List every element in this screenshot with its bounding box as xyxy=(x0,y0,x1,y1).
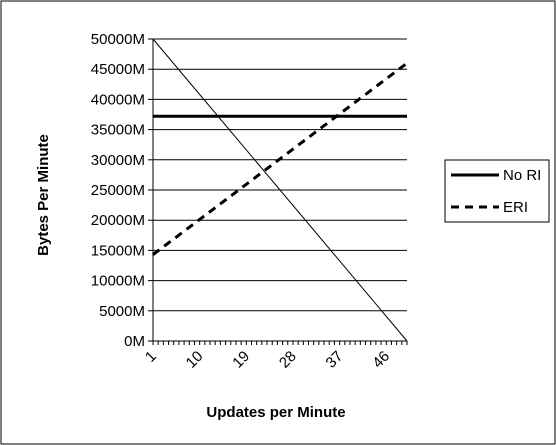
series-line-unlabeled-2 xyxy=(152,38,408,342)
legend: No RI ERI xyxy=(444,159,550,223)
y-tick-labels: 0M 5000M 10000M 15000M 20000M 25000M 30000M 350… xyxy=(91,31,145,350)
y-axis-title: Bytes Per Minute xyxy=(35,134,52,256)
y-tick-label: 10000M xyxy=(91,273,145,290)
y-tick-label: 15000M xyxy=(91,242,145,259)
legend-box xyxy=(444,159,550,223)
y-tick-label: 30000M xyxy=(91,152,145,169)
series-line-eri xyxy=(152,61,408,256)
y-tick-label: 5000M xyxy=(99,303,145,320)
y-tick-label: 20000M xyxy=(91,212,145,229)
x-axis-title: Updates per Minute xyxy=(206,404,345,421)
series-layer xyxy=(152,38,408,342)
y-tick-label: 45000M xyxy=(91,61,145,78)
y-tick-label: 0M xyxy=(124,333,145,350)
y-tick-label: 50000M xyxy=(91,31,145,48)
y-tick-label: 35000M xyxy=(91,122,145,139)
legend-label-eri: ERI xyxy=(503,199,528,216)
legend-label-no-ri: No RI xyxy=(503,167,541,184)
y-tick-label: 25000M xyxy=(91,182,145,199)
axes xyxy=(152,39,408,345)
y-tick-label: 40000M xyxy=(91,91,145,108)
